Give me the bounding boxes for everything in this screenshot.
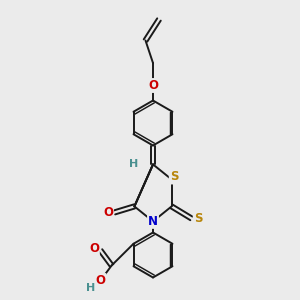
Text: N: N [148, 215, 158, 228]
Text: O: O [95, 274, 106, 287]
Text: O: O [148, 79, 158, 92]
Text: S: S [194, 212, 202, 225]
Text: H: H [86, 283, 95, 293]
Text: O: O [103, 206, 113, 219]
Text: O: O [89, 242, 99, 256]
Text: H: H [129, 159, 138, 170]
Text: S: S [170, 170, 178, 184]
